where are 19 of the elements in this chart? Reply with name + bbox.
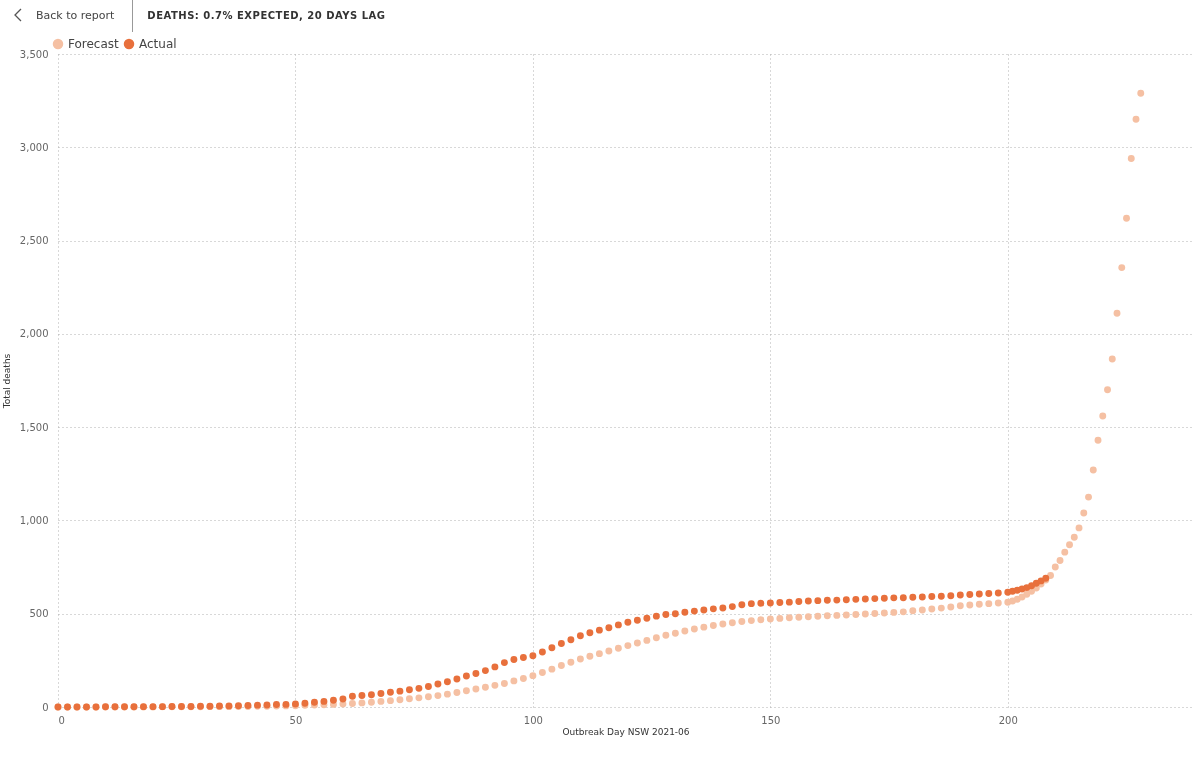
y-tick-label: 3,500: [19, 48, 49, 60]
legend-label: Forecast: [68, 37, 120, 51]
x-tick-label: 100: [523, 714, 543, 726]
x-tick-label: 200: [998, 714, 1018, 726]
y-tick-label: 500: [29, 608, 49, 620]
legend-label: Actual: [139, 37, 177, 51]
y-tick-label: 1,500: [19, 421, 49, 433]
x-tick-label: 50: [289, 714, 303, 726]
x-tick-label: 0: [58, 714, 65, 726]
y-tick-label: 1,000: [19, 514, 49, 526]
y-tick-label: 2,500: [19, 235, 49, 247]
x-axis-title: Outbreak Day NSW 2021-06: [562, 726, 690, 737]
y-tick-label: 3,000: [19, 141, 49, 153]
x-tick-label: 150: [761, 714, 781, 726]
y-tick-label: 0: [42, 701, 49, 713]
y-tick-label: 2,000: [19, 328, 49, 340]
y-axis-title: Total deaths: [1, 353, 12, 410]
chart-title: DEATHS: 0.7% EXPECTED, 20 DAYS LAG: [147, 9, 386, 21]
text: Back to report: [36, 8, 115, 22]
